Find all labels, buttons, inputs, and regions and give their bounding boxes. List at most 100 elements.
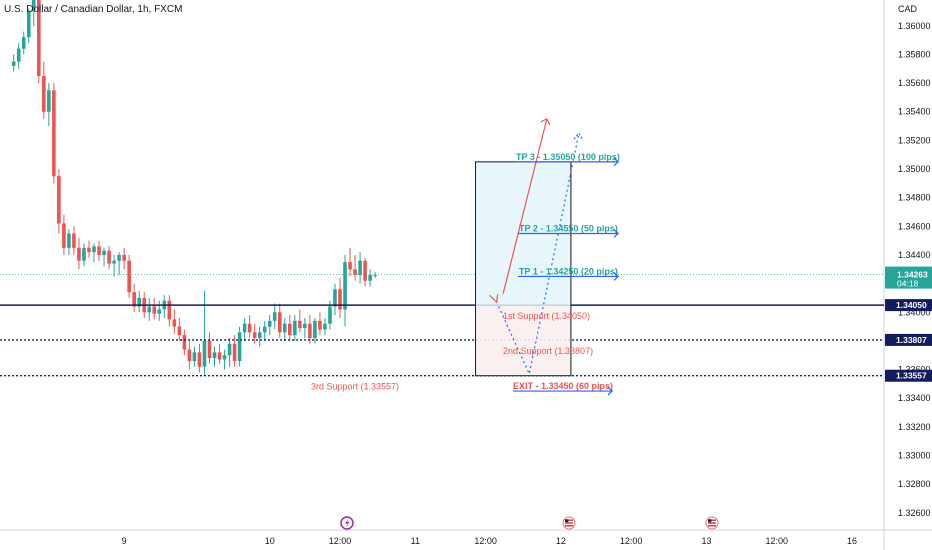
candle-body[interactable] <box>187 349 192 361</box>
candle-body[interactable] <box>52 90 56 177</box>
candle-body[interactable] <box>137 297 141 307</box>
tp2-label[interactable]: TP 2 - 1.34550 (50 pips) <box>519 223 618 233</box>
candle-body[interactable] <box>37 0 41 76</box>
candle-body[interactable] <box>92 246 96 253</box>
candle-body[interactable] <box>277 312 282 333</box>
candle-body[interactable] <box>267 320 272 327</box>
candle-body[interactable] <box>333 289 337 307</box>
last-price-tag <box>885 266 932 289</box>
candle-body[interactable] <box>167 300 172 320</box>
candle-body[interactable] <box>82 247 86 261</box>
candle-body[interactable] <box>197 352 202 367</box>
candle-body[interactable] <box>117 254 121 261</box>
candle-body[interactable] <box>157 309 162 314</box>
tp3-label[interactable]: TP 3 - 1.35050 (100 pips) <box>516 152 620 162</box>
candle-body[interactable] <box>57 176 61 224</box>
candle-body[interactable] <box>97 246 101 255</box>
candle-body[interactable] <box>212 352 217 359</box>
candle-body[interactable] <box>177 326 182 336</box>
price-tick-label: 1.35600 <box>898 78 931 88</box>
candle-body[interactable] <box>338 289 342 310</box>
candle-body[interactable] <box>288 323 292 336</box>
tp1-label[interactable]: TP 1 - 1.34250 (20 pips) <box>519 266 618 276</box>
candle-body[interactable] <box>67 233 71 248</box>
candle-body[interactable] <box>318 320 322 330</box>
candle-body[interactable] <box>147 306 152 313</box>
candle-body[interactable] <box>272 312 277 321</box>
candle-body[interactable] <box>247 323 252 333</box>
loss-zone[interactable] <box>475 305 571 376</box>
candle-body[interactable] <box>293 320 297 336</box>
candle-body[interactable] <box>252 332 257 339</box>
price-tag <box>885 369 932 382</box>
pullback-projection-arrowhead <box>573 132 584 141</box>
candle-body[interactable] <box>207 340 212 359</box>
candle-body[interactable] <box>11 61 16 66</box>
candle-body[interactable] <box>132 292 136 307</box>
lightning-icon[interactable] <box>340 516 354 530</box>
candle-body[interactable] <box>242 323 247 333</box>
support2-label[interactable]: 2nd Support (1.33807) <box>503 346 593 356</box>
candle-body[interactable] <box>107 250 111 264</box>
candle-body[interactable] <box>313 320 317 339</box>
candle-body[interactable] <box>282 323 287 333</box>
time-tick-label: 12:00 <box>474 536 497 546</box>
candle-body[interactable] <box>182 335 187 350</box>
bullish-projection-line[interactable] <box>502 118 548 294</box>
exit-label[interactable]: EXIT - 1.33450 (60 pips) <box>513 381 613 391</box>
candle-body[interactable] <box>16 48 21 62</box>
candle-body[interactable] <box>62 223 66 248</box>
candle-body[interactable] <box>72 233 76 248</box>
candle-body[interactable] <box>323 323 327 330</box>
candle-body[interactable] <box>237 332 242 361</box>
candle-body[interactable] <box>227 343 232 356</box>
candle-body[interactable] <box>257 332 262 339</box>
candle-body[interactable] <box>328 306 332 324</box>
candle-body[interactable] <box>127 260 131 293</box>
candle-body[interactable] <box>373 275 377 277</box>
candle-body[interactable] <box>172 319 177 327</box>
price-axis[interactable]: 1.36000 1.35800 1.35600 1.35400 1.35200 1.350… <box>898 21 931 518</box>
candle-body[interactable] <box>21 37 26 49</box>
candle-body[interactable] <box>343 262 347 310</box>
candle-body[interactable] <box>217 352 222 360</box>
support1-label[interactable]: 1st Support (1.34050) <box>503 311 590 321</box>
candle-body[interactable] <box>122 254 126 261</box>
candle-body[interactable] <box>308 323 312 339</box>
candle-body[interactable] <box>192 352 197 361</box>
time-tick-label: 9 <box>122 536 127 546</box>
candle-body[interactable] <box>77 247 81 261</box>
support3-label[interactable]: 3rd Support (1.33557) <box>311 382 399 392</box>
us-flag-icon[interactable] <box>562 516 576 530</box>
candle-body[interactable] <box>102 250 106 255</box>
candle-body[interactable] <box>26 11 31 38</box>
candle-body[interactable] <box>232 343 237 361</box>
candle-body[interactable] <box>368 275 372 281</box>
candle-body[interactable] <box>363 260 367 281</box>
candle-body[interactable] <box>42 75 46 112</box>
candle-body[interactable] <box>358 260 362 276</box>
candle-body[interactable] <box>262 326 267 333</box>
entry-arrowhead <box>489 294 499 304</box>
candle-body[interactable] <box>87 247 91 253</box>
candle-body[interactable] <box>353 269 357 276</box>
last-price-label: 1.34263 <box>897 270 928 280</box>
candle-body[interactable] <box>152 306 157 314</box>
candle-body[interactable] <box>298 320 302 329</box>
candle-body[interactable] <box>202 340 207 367</box>
candle-body[interactable] <box>348 262 352 270</box>
candle-body[interactable] <box>31 0 36 12</box>
chart-title: U.S. Dollar / Canadian Dollar, 1h, FXCM <box>4 4 182 15</box>
candle-body[interactable] <box>112 260 116 264</box>
candle-body[interactable] <box>47 90 51 112</box>
price-tick-label: 1.32600 <box>898 508 931 518</box>
candles-layer <box>11 0 377 376</box>
price-tick-label: 1.35000 <box>898 164 931 174</box>
us-flag-icon[interactable] <box>705 516 719 530</box>
candle-body[interactable] <box>222 355 227 360</box>
candle-body[interactable] <box>303 323 307 329</box>
